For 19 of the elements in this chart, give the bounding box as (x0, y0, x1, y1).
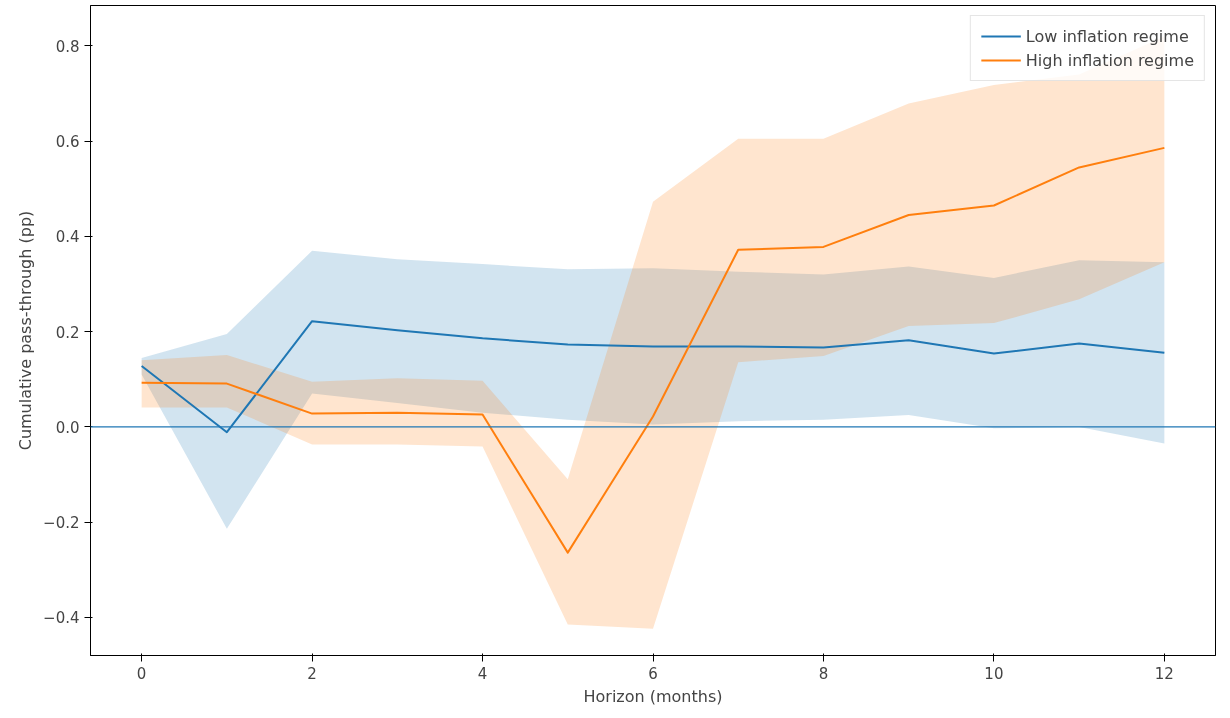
legend-label: High inflation regime (1025, 50, 1194, 70)
y-tick-label: 0.6 (55, 133, 80, 152)
x-tick-label: 4 (477, 664, 488, 683)
line-series (140, 146, 1166, 554)
y-tick-label: −0.2 (43, 514, 80, 533)
x-axis-title: Horizon (months) (583, 686, 723, 706)
y-axis-title: Cumulative pass-through (pp) (16, 210, 36, 451)
x-tick-label: 6 (648, 664, 658, 683)
y-tick-label: 0.0 (55, 418, 80, 437)
y-tick-label: −0.4 (43, 609, 80, 628)
x-tick-label: 10 (984, 664, 1004, 683)
legend-label: Low inflation regime (1025, 26, 1189, 46)
y-tick-label: 0.4 (55, 228, 80, 247)
y-tick-label: 0.2 (55, 323, 80, 342)
x-tick-label: 8 (818, 664, 829, 683)
x-tick-label: 12 (1154, 664, 1174, 683)
x-tick-label: 2 (307, 664, 317, 683)
x-tick-label: 0 (136, 664, 147, 683)
y-tick-label: 0.8 (55, 37, 80, 56)
